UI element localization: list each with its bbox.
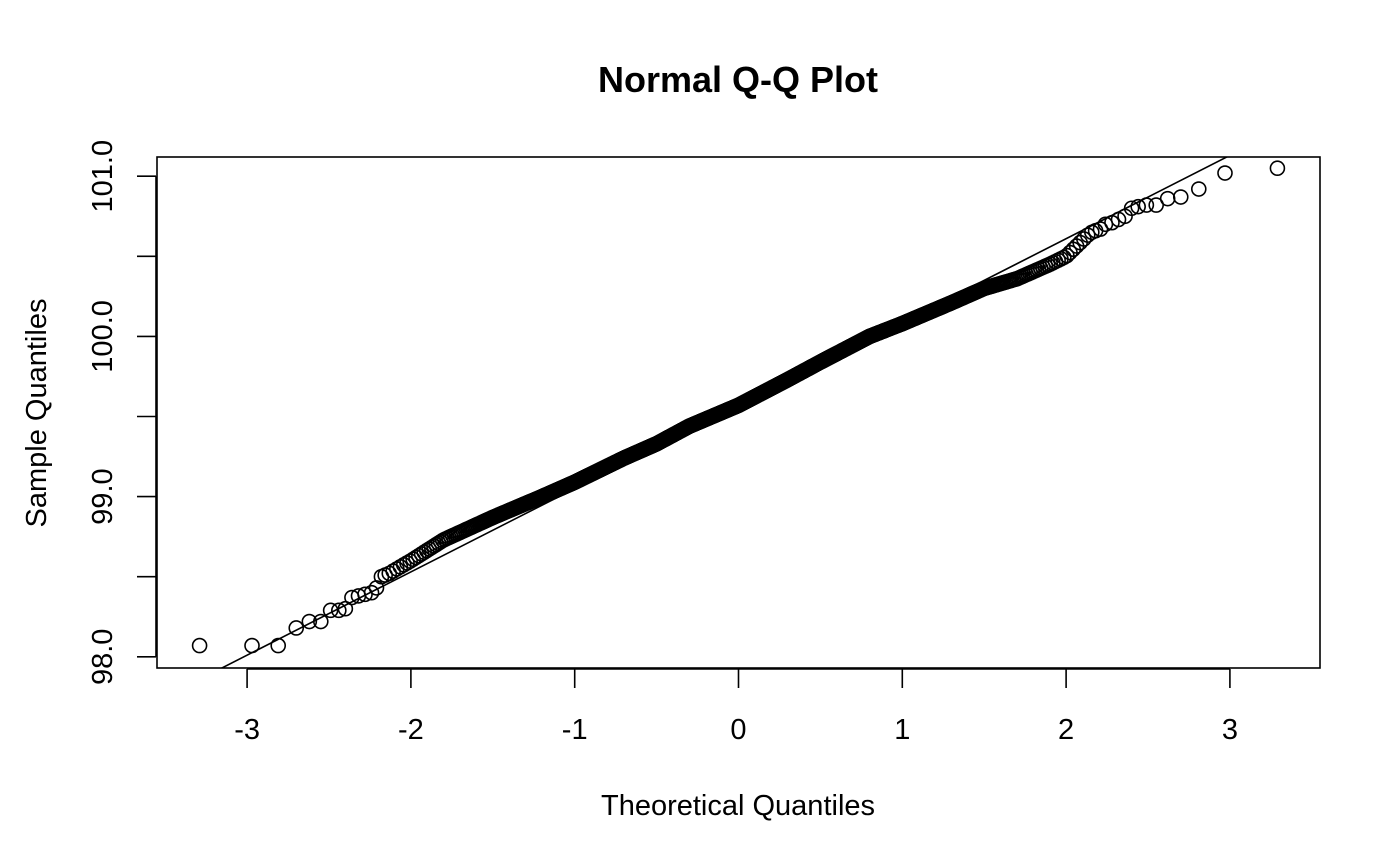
data-point bbox=[1084, 224, 1100, 241]
x-tick-label: -3 bbox=[234, 714, 260, 746]
x-axis-label: Theoretical Quantiles bbox=[601, 790, 875, 822]
data-point bbox=[1148, 197, 1164, 213]
data-point bbox=[357, 586, 373, 603]
data-point bbox=[1269, 160, 1286, 177]
data-point bbox=[1172, 189, 1189, 205]
data-point bbox=[1138, 197, 1155, 213]
data-point bbox=[301, 613, 318, 630]
data-point bbox=[363, 584, 380, 601]
y-axis-label: Sample Quantiles bbox=[21, 299, 53, 528]
chart-title: Normal Q-Q Plot bbox=[598, 59, 878, 100]
y-tick-label: 100.0 bbox=[87, 300, 119, 373]
x-tick-label: -2 bbox=[398, 714, 424, 746]
plot-area bbox=[191, 157, 1286, 668]
x-tick-label: 1 bbox=[894, 714, 910, 746]
x-axis: -3 -2 -1 0 1 2 3 bbox=[234, 668, 1238, 746]
data-point bbox=[1092, 221, 1109, 237]
y-tick-label: 99.0 bbox=[87, 468, 119, 524]
data-point bbox=[1123, 200, 1140, 217]
x-tick-label: 0 bbox=[730, 714, 746, 746]
data-point bbox=[1190, 181, 1207, 197]
data-point bbox=[331, 602, 347, 619]
y-tick-label: 98.0 bbox=[87, 629, 119, 685]
y-axis: 98.0 99.0 100.0 101.0 bbox=[87, 140, 157, 685]
data-point bbox=[322, 602, 339, 619]
y-tick-label: 101.0 bbox=[87, 140, 119, 213]
data-point bbox=[313, 613, 329, 630]
data-point bbox=[1217, 165, 1233, 181]
data-point bbox=[288, 620, 305, 636]
x-tick-label: 2 bbox=[1058, 714, 1074, 746]
data-point bbox=[1130, 198, 1146, 215]
data-point bbox=[244, 637, 260, 654]
data-point bbox=[191, 637, 208, 654]
data-point bbox=[1159, 190, 1176, 207]
x-tick-label: 3 bbox=[1222, 714, 1238, 746]
x-tick-label: -1 bbox=[562, 714, 588, 746]
data-point bbox=[1079, 227, 1096, 243]
data-point bbox=[270, 637, 287, 654]
plot-frame bbox=[156, 156, 1321, 669]
